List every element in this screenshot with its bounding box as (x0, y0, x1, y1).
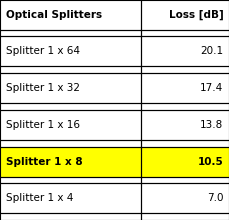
Bar (141, 183, 229, 213)
Bar (0, 0, 141, 30)
Bar (141, 36, 229, 66)
Bar (0, 213, 141, 220)
Bar (0, 36, 141, 66)
Bar (141, 103, 229, 110)
Text: 7.0: 7.0 (207, 193, 223, 203)
Bar (141, 66, 229, 73)
Bar (0, 177, 141, 183)
Bar (141, 147, 229, 177)
Bar (141, 140, 229, 147)
Bar (0, 66, 141, 73)
Bar (0, 183, 141, 213)
Bar (0, 110, 141, 140)
Bar (141, 30, 229, 36)
Bar (0, 140, 141, 147)
Text: Splitter 1 x 64: Splitter 1 x 64 (6, 46, 80, 56)
Text: Splitter 1 x 8: Splitter 1 x 8 (6, 157, 82, 167)
Bar (0, 147, 141, 177)
Bar (141, 110, 229, 140)
Text: Splitter 1 x 32: Splitter 1 x 32 (6, 83, 80, 93)
Bar (141, 73, 229, 103)
Bar (0, 30, 141, 36)
Bar (141, 213, 229, 220)
Text: Splitter 1 x 4: Splitter 1 x 4 (6, 193, 73, 203)
Text: Splitter 1 x 16: Splitter 1 x 16 (6, 120, 80, 130)
Text: Optical Splitters: Optical Splitters (6, 10, 102, 20)
Bar (141, 177, 229, 183)
Text: 20.1: 20.1 (200, 46, 223, 56)
Text: Loss [dB]: Loss [dB] (169, 10, 223, 20)
Text: 13.8: 13.8 (200, 120, 223, 130)
Text: 17.4: 17.4 (200, 83, 223, 93)
Bar (0, 73, 141, 103)
Bar (0, 103, 141, 110)
Bar (141, 0, 229, 30)
Text: 10.5: 10.5 (198, 157, 223, 167)
